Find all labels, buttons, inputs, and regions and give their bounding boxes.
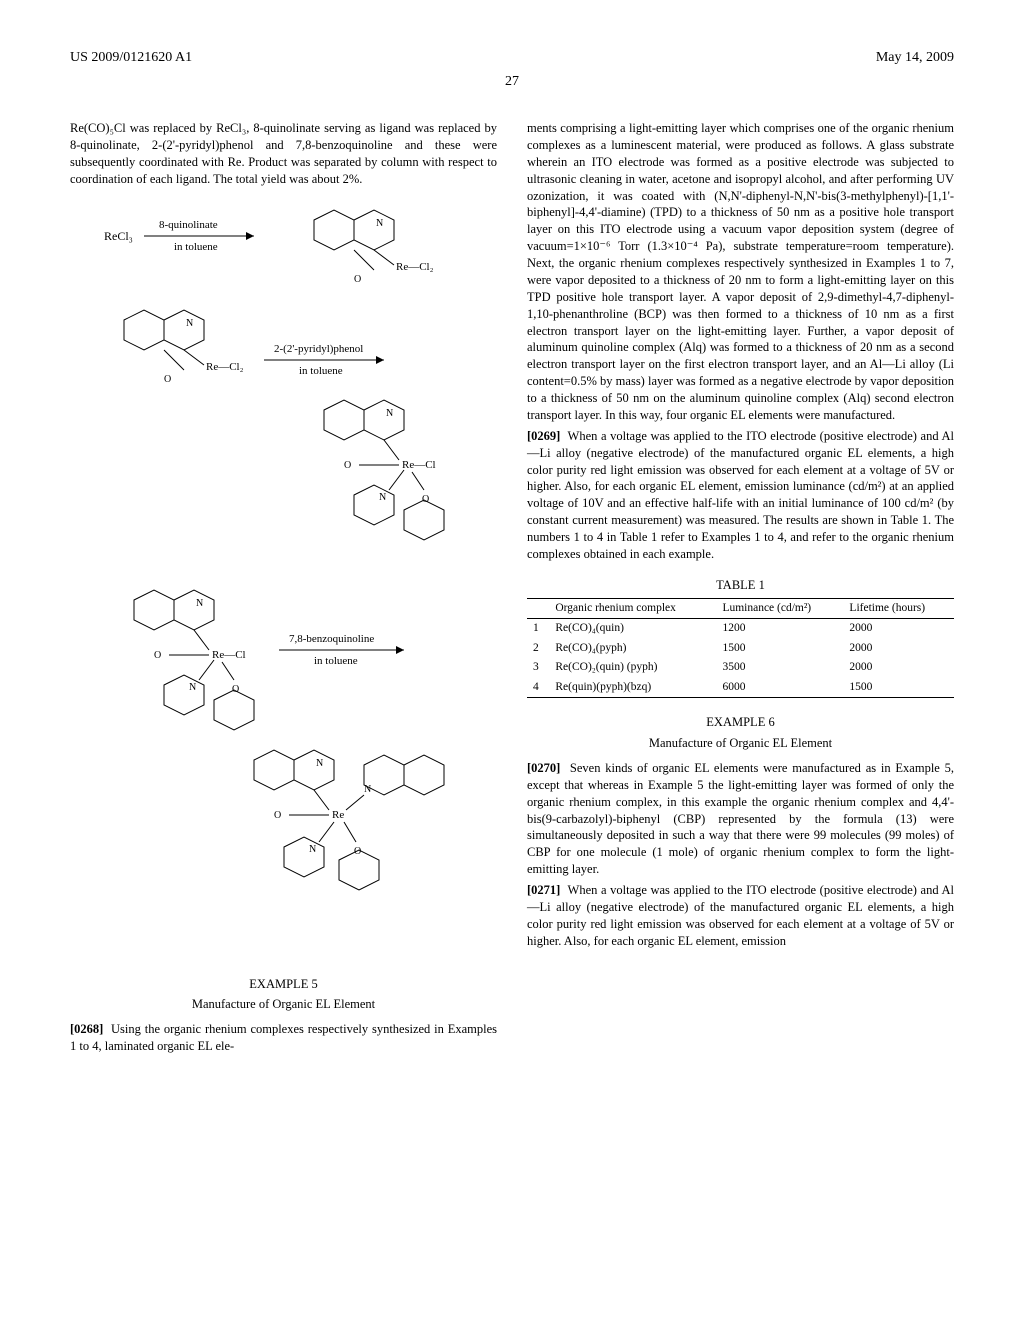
table-row: 4 Re(quin)(pyph)(bzq) 6000 1500 <box>527 678 954 698</box>
col-complex: Organic rhenium complex <box>549 598 716 619</box>
svg-text:Re—Cl: Re—Cl <box>212 649 246 661</box>
svg-text:N: N <box>316 758 323 769</box>
svg-text:N: N <box>309 844 316 855</box>
col-lifetime: Lifetime (hours) <box>843 598 954 619</box>
step3-top: 7,8-benzoquinoline <box>289 633 374 645</box>
svg-text:Re—Cl: Re—Cl <box>402 459 436 471</box>
final-product: N O Re N N O <box>254 750 444 890</box>
svg-text:Re: Re <box>332 809 344 821</box>
svg-text:O: O <box>422 494 429 505</box>
svg-text:O: O <box>154 650 161 661</box>
intermediate-3: N O Re—Cl N O <box>324 400 444 540</box>
example-6-heading: EXAMPLE 6 <box>527 714 954 731</box>
col-luminance: Luminance (cd/m²) <box>716 598 843 619</box>
intermediate-2-left: N Re—Cl₂ O <box>124 310 244 385</box>
recl3-label: ReCl₃ <box>104 229 133 243</box>
patent-page: US 2009/0121620 A1 May 14, 2009 27 Re(CO… <box>0 0 1024 1099</box>
para-0269: [0269] When a voltage was applied to the… <box>527 428 954 563</box>
page-header: US 2009/0121620 A1 May 14, 2009 <box>70 50 954 66</box>
left-column: Re(CO)₅Cl was replaced by ReCl₃, 8-quino… <box>70 120 497 1059</box>
example-5-subtitle: Manufacture of Organic EL Element <box>70 996 497 1013</box>
col-idx <box>527 598 549 619</box>
intermediate-3-left: N O Re—Cl N O <box>134 590 254 730</box>
svg-text:Re—Cl₂: Re—Cl₂ <box>206 361 244 373</box>
right-column: ments comprising a light-emitting layer … <box>527 120 954 1059</box>
svg-text:O: O <box>354 274 361 285</box>
table-header-row: Organic rhenium complex Luminance (cd/m²… <box>527 598 954 619</box>
table-1-caption: TABLE 1 <box>527 577 954 594</box>
svg-text:O: O <box>232 684 239 695</box>
two-column-content: Re(CO)₅Cl was replaced by ReCl₃, 8-quino… <box>70 120 954 1059</box>
svg-text:N: N <box>379 492 386 503</box>
svg-text:Re—Cl₂: Re—Cl₂ <box>396 261 434 273</box>
svg-text:N: N <box>186 318 193 329</box>
step2-bottom: in toluene <box>299 365 343 377</box>
example-6-subtitle: Manufacture of Organic EL Element <box>527 735 954 752</box>
svg-text:N: N <box>196 598 203 609</box>
step3-bottom: in toluene <box>314 655 358 667</box>
step1-bottom: in toluene <box>174 241 218 253</box>
step2-top: 2-(2'-pyridyl)phenol <box>274 343 363 355</box>
svg-text:O: O <box>344 460 351 471</box>
table-row: 2 Re(CO)₄(pyph) 1500 2000 <box>527 639 954 659</box>
para-0270: [0270] Seven kinds of organic EL element… <box>527 760 954 878</box>
svg-text:N: N <box>386 408 393 419</box>
table-row: 3 Re(CO)₂(quin) (pyph) 3500 2000 <box>527 658 954 678</box>
intro-paragraph: Re(CO)₅Cl was replaced by ReCl₃, 8-quino… <box>70 120 497 188</box>
para-0271: [0271] When a voltage was applied to the… <box>527 882 954 950</box>
page-number: 27 <box>70 74 954 90</box>
svg-text:O: O <box>274 810 281 821</box>
intermediate-1: N Re—Cl₂ O <box>314 210 434 285</box>
reaction-scheme: ReCl₃ 8-quinolinate in toluene N Re—Cl₂ … <box>70 200 497 960</box>
para-0268: [0268] Using the organic rhenium complex… <box>70 1021 497 1055</box>
patent-number: US 2009/0121620 A1 <box>70 50 192 66</box>
example-5-heading: EXAMPLE 5 <box>70 976 497 993</box>
step1-top: 8-quinolinate <box>159 219 218 231</box>
svg-text:N: N <box>189 682 196 693</box>
table-row: 1 Re(CO)₄(quin) 1200 2000 <box>527 619 954 639</box>
svg-text:O: O <box>164 374 171 385</box>
publication-date: May 14, 2009 <box>876 50 954 66</box>
table-1: Organic rhenium complex Luminance (cd/m²… <box>527 598 954 699</box>
scheme-svg: ReCl₃ 8-quinolinate in toluene N Re—Cl₂ … <box>84 200 484 960</box>
svg-text:N: N <box>376 218 383 229</box>
para-0268-continued: ments comprising a light-emitting layer … <box>527 120 954 424</box>
